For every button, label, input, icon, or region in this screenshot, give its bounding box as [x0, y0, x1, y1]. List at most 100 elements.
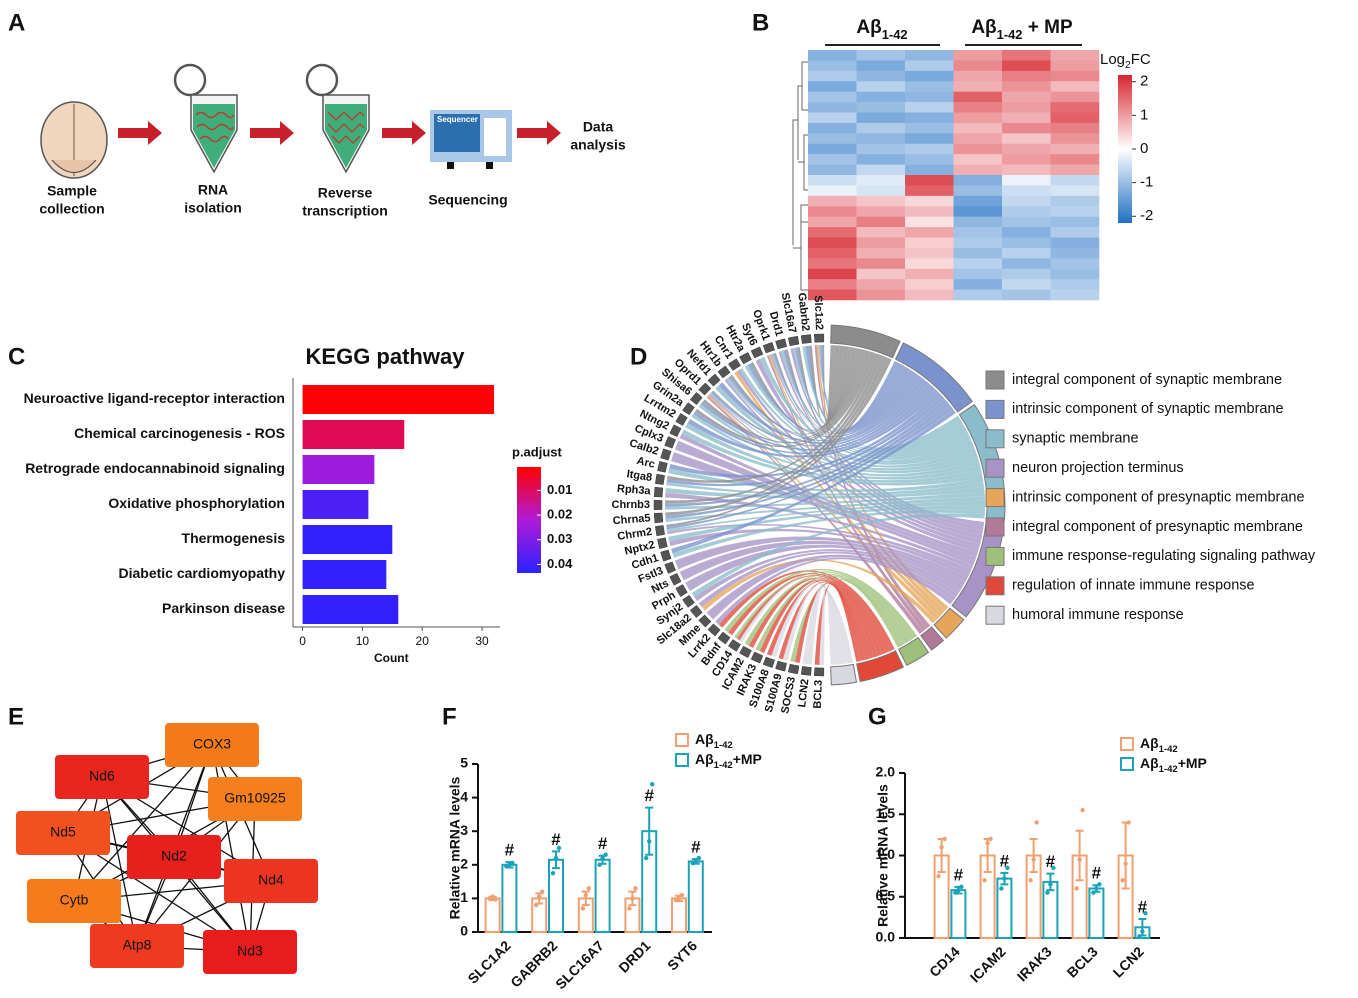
data-point — [603, 852, 608, 857]
gene-box — [669, 424, 682, 437]
heatmap-cell — [905, 216, 954, 228]
gene-box — [698, 382, 712, 396]
gene-box — [655, 525, 665, 537]
heatmap-cell — [1002, 91, 1051, 103]
legend-label-part: +MP — [733, 751, 762, 767]
heatmap-cell — [808, 122, 857, 134]
significance-label: # — [551, 830, 561, 849]
chord-ribbon — [734, 571, 914, 641]
heatmap-cell — [808, 268, 857, 280]
group-label-part: + MP — [1023, 17, 1073, 38]
heatmap-cell — [953, 133, 1003, 145]
data-point — [985, 840, 990, 846]
y-tick-label: 2 — [460, 856, 468, 872]
gene-box — [669, 573, 682, 586]
heatmap-cell — [1002, 81, 1051, 92]
legend-swatch — [985, 576, 1005, 596]
chord-ribbon — [802, 584, 840, 665]
gene-box — [653, 499, 663, 511]
data-point — [550, 871, 556, 876]
heatmap-cell — [953, 227, 1003, 238]
term-arc — [897, 636, 930, 667]
heatmap-cell — [953, 60, 1003, 72]
heatmap-cell — [856, 81, 906, 92]
node-label: Nd6 — [89, 768, 115, 784]
bar — [671, 897, 687, 934]
heatmap-cell — [1050, 289, 1100, 301]
colorbar-tick-label: 1 — [1140, 106, 1148, 123]
data-point — [1094, 886, 1099, 891]
y-tick-label: 4 — [460, 788, 468, 804]
data-point — [597, 862, 602, 867]
error-bar — [1075, 829, 1084, 882]
gene-box — [750, 651, 764, 664]
heatmap-cell — [905, 50, 954, 61]
heatmap-cell — [808, 237, 857, 249]
heatmap-cell — [905, 268, 954, 280]
heatmap-cell — [953, 206, 1003, 217]
gene-box — [682, 402, 695, 416]
gene-box — [664, 436, 676, 449]
heatmap-cell — [1002, 195, 1051, 207]
y-axis-label: Relative mRNA levels — [447, 776, 463, 919]
data-point — [696, 855, 701, 861]
x-axis-label: Count — [374, 651, 409, 665]
gene-box — [707, 623, 721, 637]
chord-ribbon — [747, 363, 918, 438]
heatmap-cell — [1002, 216, 1051, 228]
colorbar-tick-label: 0.04 — [547, 556, 573, 571]
network-node — [127, 835, 221, 879]
gene-box — [653, 512, 664, 524]
heatmap-cell — [856, 122, 906, 134]
bar — [687, 860, 704, 933]
step-label: analysis — [570, 137, 625, 153]
bar — [548, 858, 564, 934]
gene-box — [739, 352, 752, 365]
gene-box — [762, 342, 775, 354]
heatmap-cell — [1002, 50, 1051, 61]
x-tick-label: 10 — [356, 634, 370, 648]
node-label: Nd4 — [258, 872, 284, 888]
chord-ribbon — [819, 584, 836, 665]
legend-label-part: Aβ — [1140, 735, 1159, 751]
gene-box — [800, 334, 812, 344]
gene-box — [787, 663, 800, 675]
significance-label: # — [505, 841, 515, 860]
bar — [594, 858, 611, 934]
x-tick-label: 30 — [475, 634, 489, 648]
gene-box — [800, 666, 812, 676]
heatmap-cell — [953, 237, 1003, 249]
heatmap-cell — [1002, 268, 1051, 280]
chord-ribbon — [667, 523, 972, 574]
colorbar-title-part: Log — [1100, 51, 1125, 68]
bar — [302, 420, 405, 449]
heatmap-cell — [953, 154, 1003, 165]
chord-ribbon — [706, 554, 956, 620]
significance-label: # — [644, 786, 654, 805]
legend-swatch — [985, 458, 1005, 478]
y-tick-label: 1.5 — [876, 805, 896, 821]
x-tick-label: LCN2 — [1110, 943, 1147, 980]
category-label: Thermogenesis — [182, 530, 286, 546]
legend-label: neuron projection terminus — [1012, 460, 1184, 476]
chord-ribbon — [685, 423, 982, 483]
term-arc — [830, 663, 858, 686]
gene-label: Chrm2 — [617, 526, 653, 543]
brain-base — [51, 159, 97, 174]
tube-liquid — [193, 104, 235, 168]
heatmap-cell — [1002, 154, 1051, 165]
arrow — [382, 121, 426, 145]
chord-ribbon — [814, 583, 861, 665]
heatmap-cell — [808, 164, 857, 176]
chord-ribbon — [755, 575, 906, 652]
step-label: Sample — [47, 183, 97, 199]
legend-swatch — [675, 753, 689, 767]
chord-ribbon — [679, 433, 978, 558]
heatmap-cell — [1050, 216, 1100, 228]
heatmap-cell — [808, 258, 857, 270]
data-point — [936, 873, 941, 879]
gene-box — [682, 594, 695, 608]
gene-label: Arc — [635, 455, 656, 471]
gene-box — [675, 584, 688, 597]
